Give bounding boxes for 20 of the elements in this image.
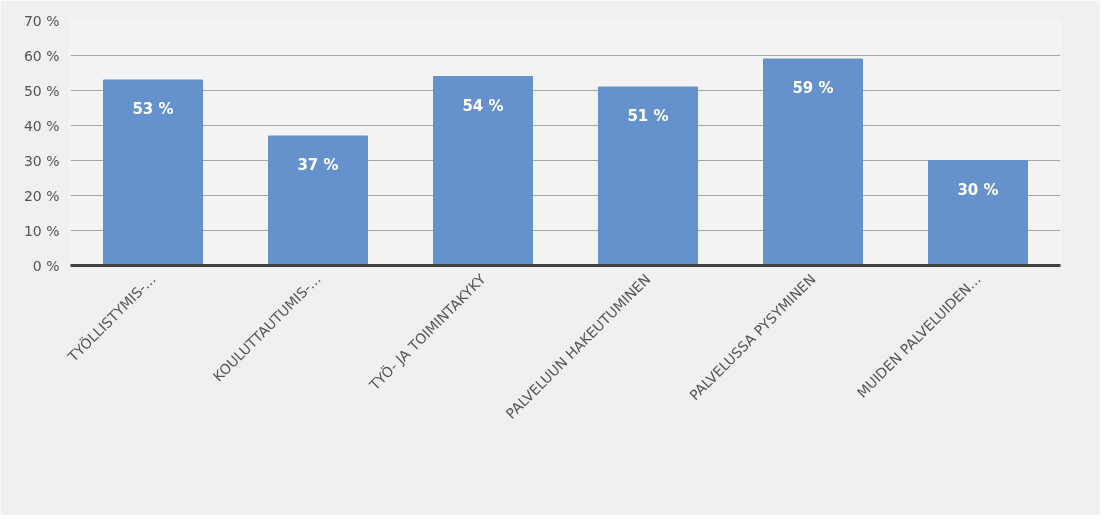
data-label: 51 % — [627, 107, 669, 125]
y-tick-label: 0 % — [32, 257, 60, 274]
bar — [103, 79, 203, 266]
bar — [598, 86, 698, 266]
y-tick-label: 50 % — [23, 82, 60, 99]
data-label: 30 % — [957, 180, 999, 199]
y-tick-label: 10 % — [23, 222, 60, 239]
data-label: 37 % — [297, 156, 339, 174]
y-tick-label: 70 % — [23, 12, 60, 29]
bar — [268, 135, 368, 266]
y-tick-label: 20 % — [23, 187, 60, 204]
data-label: 54 % — [462, 96, 504, 115]
y-tick-label: 40 % — [23, 117, 60, 134]
y-tick-label: 60 % — [23, 47, 60, 64]
data-label: 59 % — [792, 79, 834, 97]
bar — [763, 58, 863, 266]
bar — [928, 160, 1028, 266]
y-tick-label: 30 % — [23, 152, 60, 169]
data-label: 53 % — [132, 100, 174, 118]
bar — [433, 76, 533, 266]
